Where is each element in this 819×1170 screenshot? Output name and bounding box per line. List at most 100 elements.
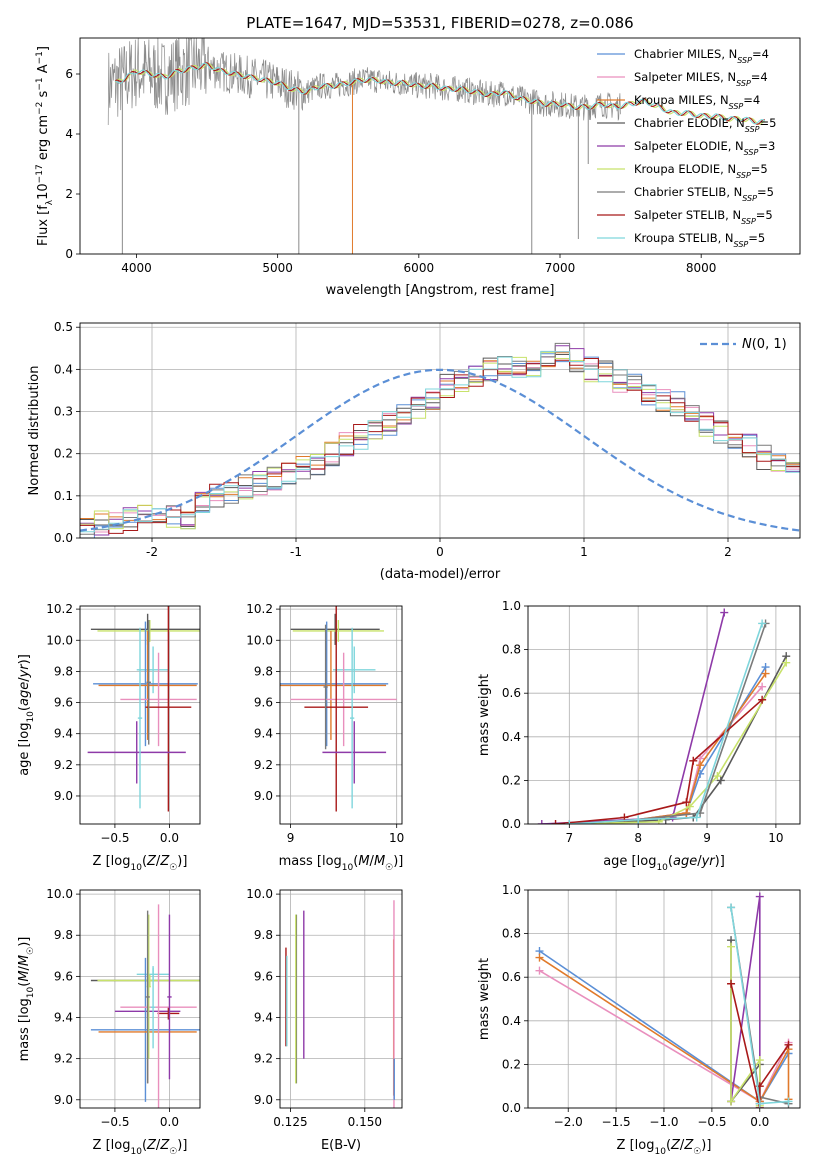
y-tick-label: 0.4	[54, 362, 73, 376]
x-tick-label: 7	[565, 831, 573, 845]
legend-label: Chabrier MILES, NSSP=4	[634, 47, 769, 65]
x-tick-label: 10	[389, 831, 404, 845]
weight-line-kroupa_miles	[539, 956, 790, 1103]
x-tick-label: −1.5	[602, 1115, 631, 1129]
y-tick-label: 10.0	[46, 887, 73, 901]
weight-marker-kroupa_elodie	[727, 1097, 736, 1106]
y-tick-label: 0.3	[54, 405, 73, 419]
x-tick-label: 1	[580, 545, 588, 559]
x-axis-label: wavelength [Angstrom, rest frame]	[326, 283, 555, 298]
model-spectrum-salpeter_stelib	[115, 62, 765, 125]
x-axis-label: Z [log10(Z/Z☉)]	[93, 1138, 188, 1157]
y-tick-label: 4	[65, 127, 73, 141]
legend-label: Kroupa STELIB, NSSP=5	[634, 231, 765, 249]
massweight_vs_age-panel: 7 8 9 10 0.0 0.2 0.4 0.6 0.8 1.0 age [log10(age/yr…	[477, 599, 801, 873]
x-axis-label: (data-model)/error	[380, 567, 501, 582]
y-tick-label: 9.4	[254, 727, 273, 741]
y-tick-label: 10.0	[246, 887, 273, 901]
x-tick-label: 8000	[686, 261, 717, 275]
y-tick-label: 10.0	[246, 633, 273, 647]
spectrum-legend: Chabrier MILES, NSSP=4 Salpeter MILES, NS…	[597, 47, 776, 249]
x-tick-label: 0.0	[750, 1115, 769, 1129]
y-tick-label: 9.8	[254, 928, 273, 942]
x-tick-label: 7000	[545, 261, 576, 275]
x-tick-label: 0.0	[160, 1115, 179, 1129]
x-tick-label: 4000	[121, 261, 152, 275]
legend-label: Kroupa ELODIE, NSSP=5	[634, 162, 768, 180]
axes-frame	[79, 889, 201, 1109]
weight-marker-kroupa_elodie	[685, 802, 694, 811]
weight-marker-salpeter_stelib	[727, 979, 736, 988]
legend-label: Kroupa MILES, NSSP=4	[634, 93, 760, 111]
y-tick-label: 9.4	[254, 1011, 273, 1025]
weight-marker-kroupa_stelib	[727, 903, 736, 912]
y-tick-label: 0.4	[502, 1014, 521, 1028]
x-tick-label: 8	[634, 831, 642, 845]
y-tick-label: 9.8	[54, 664, 73, 678]
mass-ebv-xlabel: E(B-V)	[321, 1138, 361, 1153]
x-tick-label: 2	[724, 545, 732, 559]
weight-marker-kroupa_stelib	[692, 813, 701, 822]
y-tick-label: 9.0	[254, 789, 273, 803]
weight-marker-kroupa_stelib	[634, 815, 643, 824]
weight-marker-kroupa_elodie	[713, 772, 722, 781]
errorbars	[90, 904, 200, 1108]
x-tick-label: 0.150	[348, 1115, 382, 1129]
axes-frame	[279, 889, 403, 1109]
spectrum-panel: 4000 5000 6000 7000 8000 0 2 4 6 wavelength [Angs…	[35, 37, 801, 298]
y-tick-label: 9.2	[54, 758, 73, 772]
massweight_vs_Z-panel: −2.0 −1.5 −1.0 −0.5 0.0 0.0 0.2 0.4 0.6 0.8 1.0 Z […	[477, 883, 801, 1157]
weight-marker-salpeter_stelib	[551, 820, 560, 824]
x-tick-label: −0.5	[100, 831, 129, 845]
y-tick-label: 9.4	[54, 1011, 73, 1025]
x-tick-label: -2	[146, 545, 158, 559]
weight-marker-salpeter_elodie	[755, 892, 764, 901]
axes-frame	[79, 605, 201, 825]
x-tick-label: −1.0	[649, 1115, 678, 1129]
weight-marker-salpeter_elodie	[537, 820, 546, 824]
y-axis-label: mass weight	[477, 674, 492, 756]
observed-spectrum	[107, 38, 621, 126]
y-tick-label: 0.0	[502, 1101, 521, 1115]
y-tick-label: 1.0	[502, 599, 521, 613]
errorbars	[280, 606, 397, 812]
weight-marker-kroupa_stelib	[755, 1099, 764, 1108]
weight-marker-salpeter_stelib	[682, 798, 691, 807]
y-tick-label: 9.2	[54, 1052, 73, 1066]
legend-label: N(0, 1)	[742, 337, 787, 352]
weight-marker-kroupa_stelib	[565, 820, 574, 824]
y-axis-label: mass [log10(M/M☉)]	[17, 937, 36, 1062]
y-tick-label: 9.4	[54, 727, 73, 741]
y-axis-label: age [log10(age/yr)]	[17, 654, 36, 776]
x-axis-label: E(B-V)	[321, 1138, 361, 1153]
y-tick-label: 10.0	[46, 633, 73, 647]
weight-marker-kroupa_miles	[682, 809, 691, 818]
x-tick-label: 9	[703, 831, 711, 845]
x-tick-label: 0	[436, 545, 444, 559]
y-tick-label: 9.6	[54, 696, 73, 710]
spectrum-lines	[107, 38, 766, 254]
y-tick-label: 9.2	[254, 1052, 273, 1066]
y-tick-label: 9.6	[254, 696, 273, 710]
legend-label: Salpeter STELIB, NSSP=5	[634, 208, 773, 226]
axes-frame	[279, 605, 403, 825]
errorbars	[285, 900, 395, 1108]
weight-lines	[535, 892, 793, 1108]
normal-curve	[80, 368, 800, 532]
weight-marker-kroupa_miles	[535, 953, 544, 962]
x-tick-label: −0.5	[697, 1115, 726, 1129]
weight-line-kroupa_stelib	[569, 623, 763, 824]
weight-lines	[537, 608, 791, 824]
histogram-chabrier_elodie	[80, 354, 800, 528]
y-axis-label: Flux [fλ10−17 erg cm−2 s−1 A−1]	[35, 46, 55, 246]
weight-marker-salpeter_stelib	[689, 756, 698, 765]
y-tick-label: 10.2	[46, 602, 73, 616]
y-tick-label: 0.2	[502, 1057, 521, 1071]
axes-frame	[527, 605, 801, 825]
axes-frame	[79, 37, 801, 255]
y-tick-label: 2	[65, 187, 73, 201]
y-tick-label: 9.0	[54, 789, 73, 803]
weight-marker-kroupa_elodie	[782, 658, 791, 667]
errorbars	[87, 606, 200, 812]
axes-frame	[527, 889, 801, 1109]
